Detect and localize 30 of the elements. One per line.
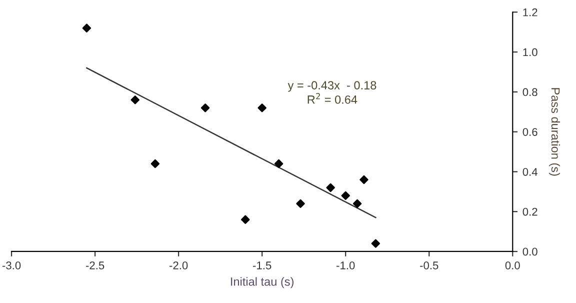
point bbox=[352, 199, 362, 208]
y-tick-label: 0.4 bbox=[522, 168, 538, 176]
point bbox=[341, 191, 350, 200]
x-tick-label: -3.0 bbox=[2, 262, 21, 270]
y-tick-label: 0.6 bbox=[522, 128, 538, 136]
x-tick-label: -0.5 bbox=[420, 262, 438, 270]
y-tick-label: 1.0 bbox=[523, 48, 538, 56]
y-tick-label: 0.2 bbox=[522, 208, 538, 216]
point bbox=[258, 104, 266, 112]
point bbox=[360, 175, 368, 184]
point bbox=[296, 199, 305, 208]
x-tick-label: 0.0 bbox=[505, 262, 520, 270]
x-tick-label: -1.5 bbox=[253, 262, 272, 270]
point bbox=[200, 104, 210, 112]
annotation: y = -0.43x - 0.18 R$^{2}$ = 0.64 bbox=[288, 81, 376, 104]
x-tick-label: -1.0 bbox=[336, 262, 355, 270]
point bbox=[326, 183, 335, 192]
y-axis-title: Pass duration (s) bbox=[549, 88, 560, 176]
x-axis-title: Initial tau (s) bbox=[231, 277, 294, 288]
point bbox=[82, 24, 92, 32]
point bbox=[371, 239, 380, 248]
y-tick-label: 0.0 bbox=[522, 248, 538, 256]
point bbox=[274, 159, 284, 168]
point bbox=[150, 159, 160, 168]
x-tick-label: -2.0 bbox=[169, 262, 188, 270]
point bbox=[241, 215, 250, 224]
y-tick-label: 0.8 bbox=[522, 88, 538, 96]
point bbox=[130, 96, 140, 104]
y-tick-label: 1.2 bbox=[523, 8, 538, 16]
x-tick-label: -2.5 bbox=[86, 262, 104, 270]
